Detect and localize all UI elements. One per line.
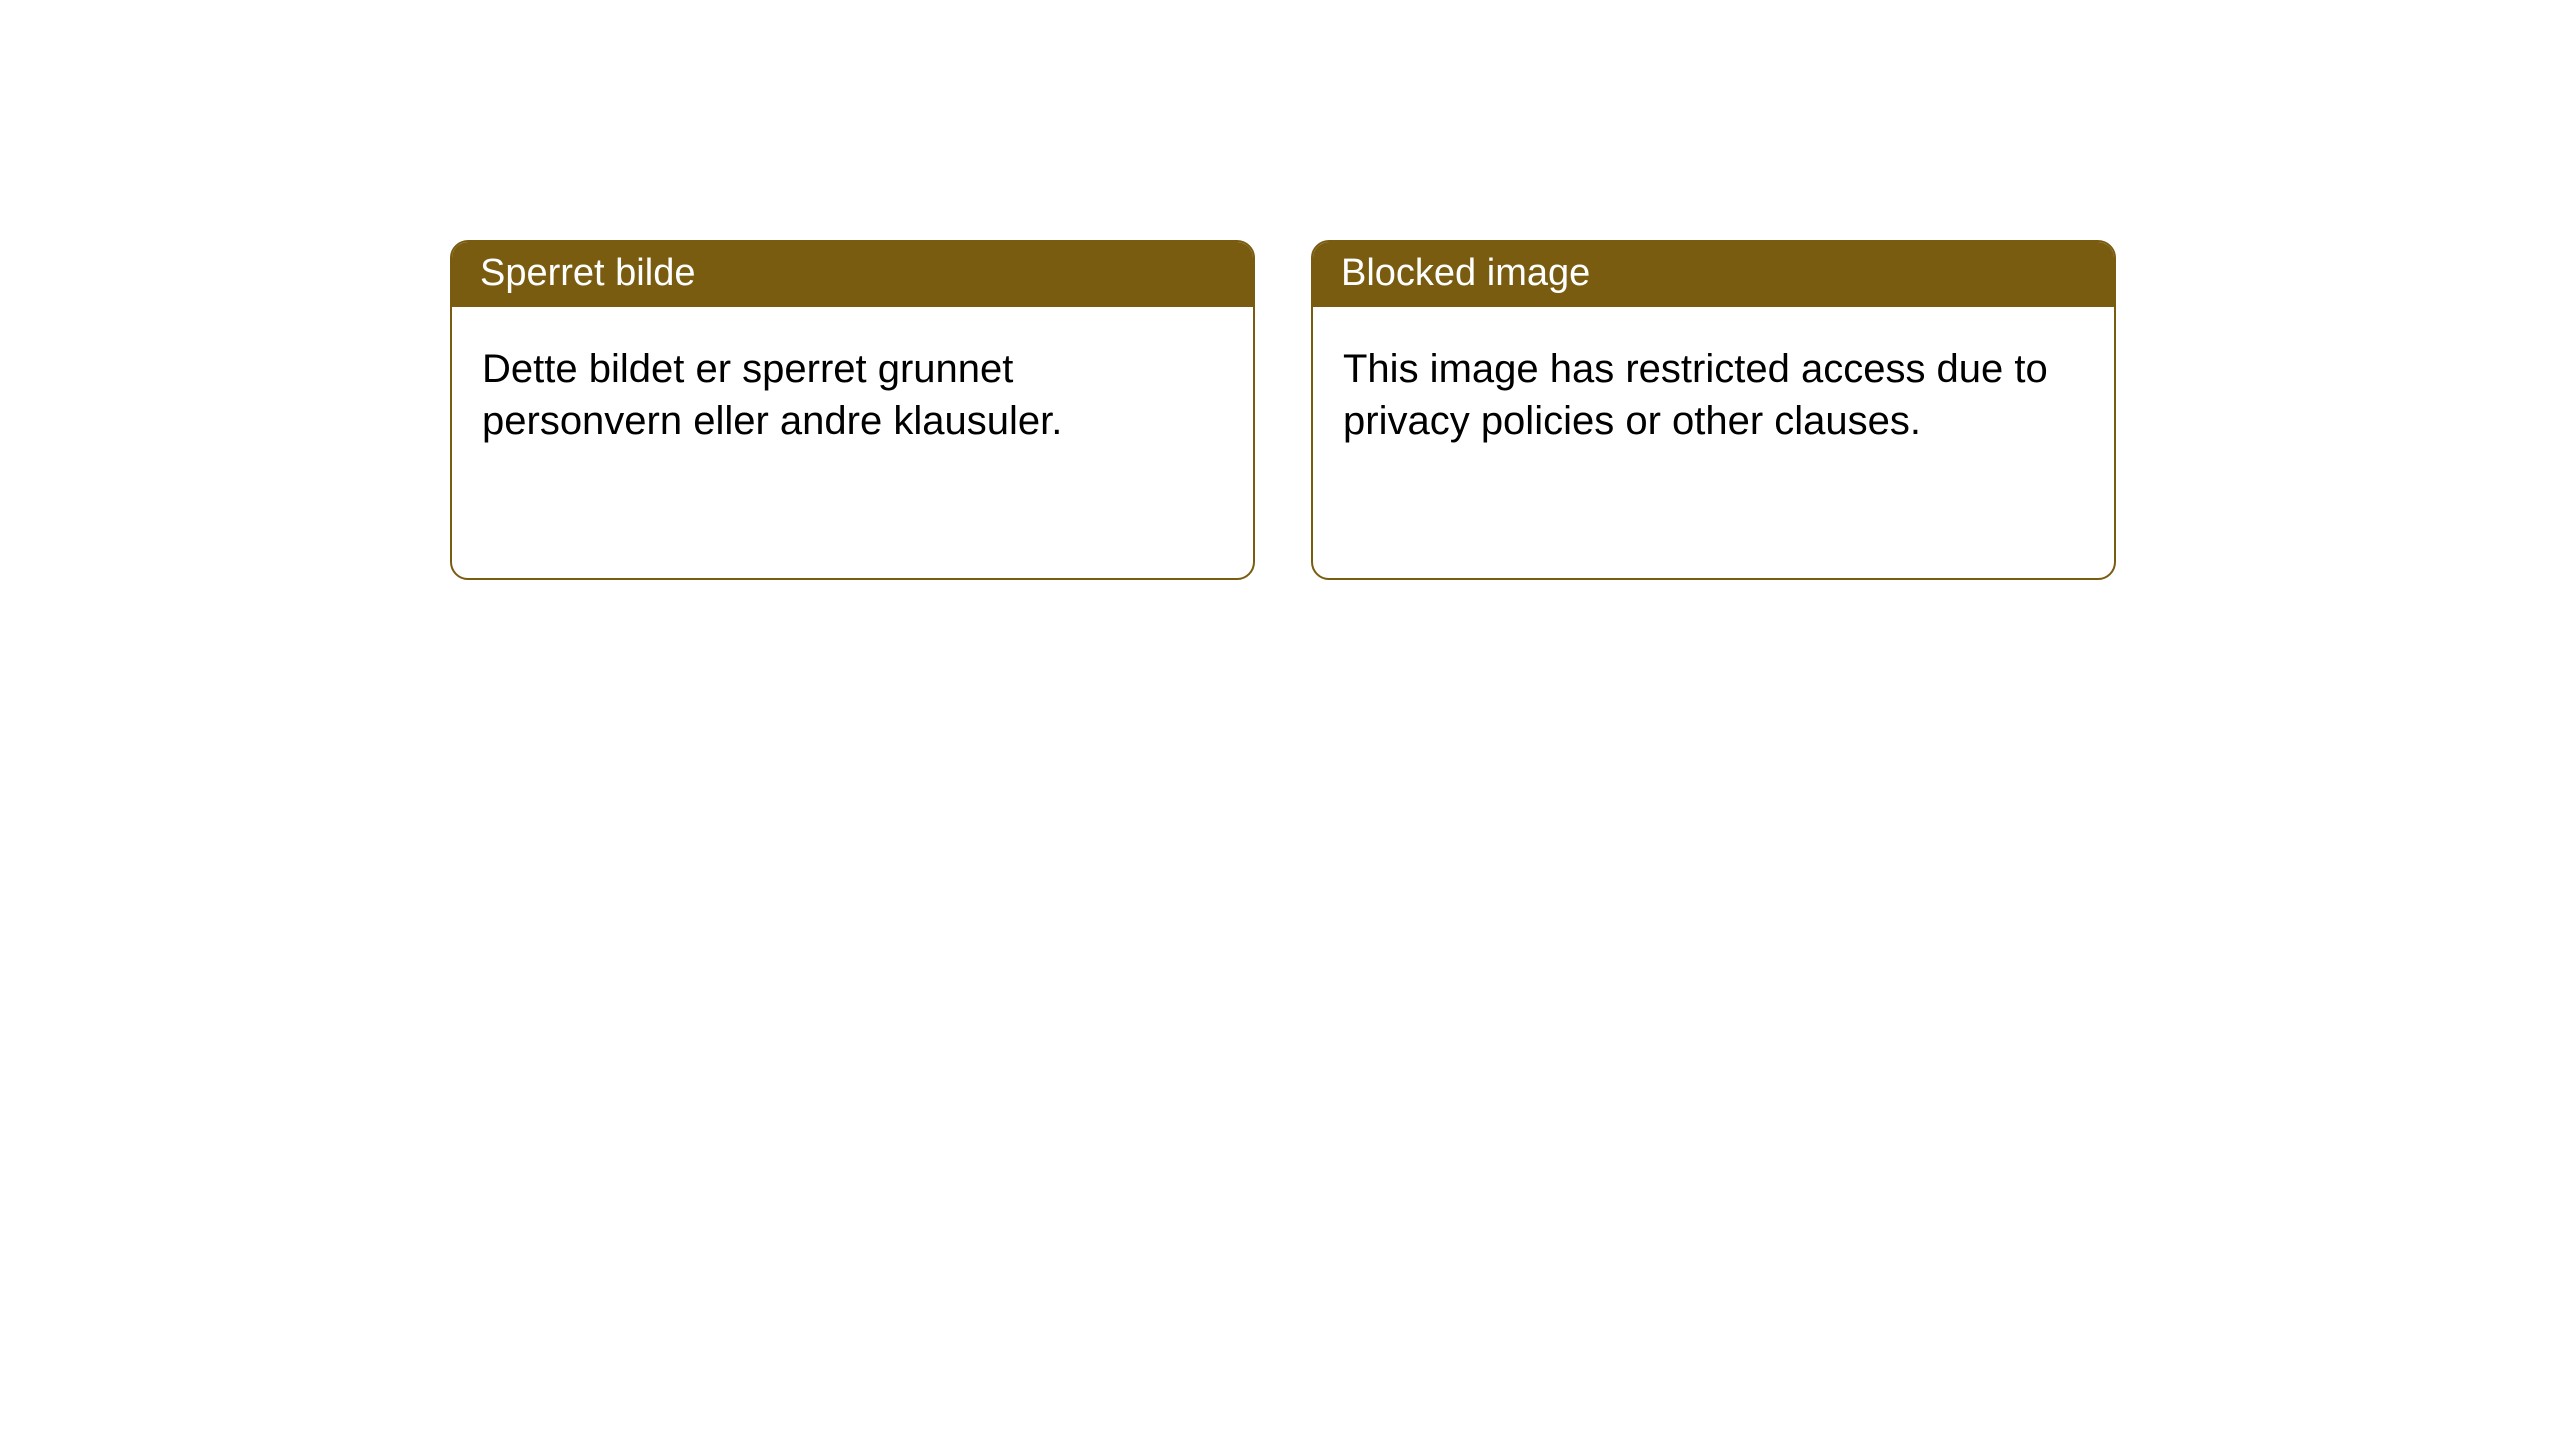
notice-title: Sperret bilde xyxy=(452,242,1253,307)
notice-body: This image has restricted access due to … xyxy=(1313,307,2114,483)
notice-card-english: Blocked image This image has restricted … xyxy=(1311,240,2116,580)
notice-container: Sperret bilde Dette bildet er sperret gr… xyxy=(0,0,2560,580)
notice-card-norwegian: Sperret bilde Dette bildet er sperret gr… xyxy=(450,240,1255,580)
notice-body: Dette bildet er sperret grunnet personve… xyxy=(452,307,1253,483)
notice-title: Blocked image xyxy=(1313,242,2114,307)
